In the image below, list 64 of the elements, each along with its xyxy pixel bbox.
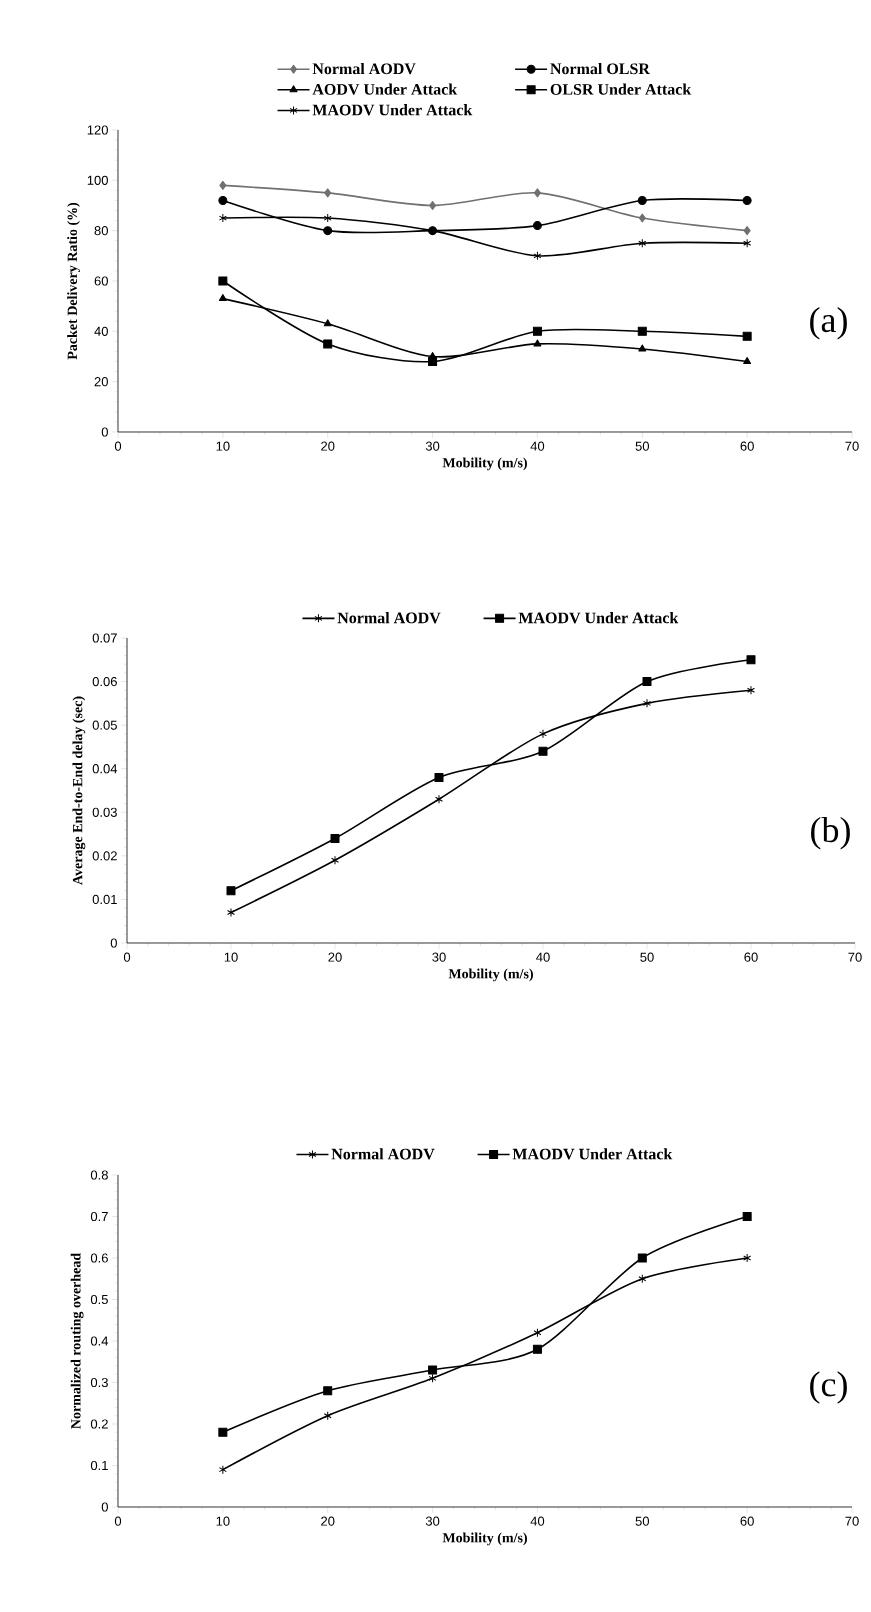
x-tick-label: 40	[530, 1516, 545, 1526]
y-tick-label: 20	[94, 377, 108, 387]
y-tick-label: 0.3	[90, 1377, 108, 1388]
x-axis-title: Mobility (m/s)	[442, 1532, 527, 1546]
y-tick-label: 0.4	[90, 1336, 109, 1346]
y-tick-label: 120	[87, 125, 108, 135]
legend-label: AODV Under Attack	[312, 83, 458, 95]
annotation: (b)	[811, 816, 850, 850]
y-tick-label: 0.02	[92, 851, 117, 861]
x-tick-label: 70	[845, 441, 859, 451]
legend-label: MAODV Under Attack	[312, 104, 473, 116]
x-tick-label: 50	[635, 441, 650, 451]
x-tick-label: 40	[530, 441, 545, 451]
y-tick-label: 0.01	[92, 894, 117, 905]
x-axis-title: Mobility (m/s)	[442, 457, 527, 471]
annotation: (c)	[810, 1371, 847, 1404]
legend-label: Normal AODV	[337, 612, 441, 624]
y-tick-label: 100	[87, 175, 108, 185]
y-tick-label: 0.1	[90, 1460, 108, 1471]
y-tick-label: 40	[94, 326, 108, 336]
legend-label: MAODV Under Attack	[512, 1148, 673, 1160]
legend-label: Normal AODV	[331, 1148, 435, 1160]
x-tick-label: 10	[216, 1516, 230, 1526]
y-tick-label: 0.05	[92, 720, 117, 730]
y-tick-label: 0.8	[90, 1170, 108, 1180]
y-axis-title: Normalized routing overhead	[70, 1253, 84, 1429]
legend-label: Normal OLSR	[550, 62, 651, 75]
y-tick-label: 0.07	[92, 633, 117, 643]
y-tick-label: 60	[94, 276, 108, 286]
x-tick-label: 30	[425, 1516, 440, 1526]
y-axis-title: Average End-to-End delay (sec)	[72, 696, 86, 885]
x-tick-label: 60	[740, 1516, 754, 1526]
x-tick-label: 30	[432, 952, 446, 962]
x-tick-label: 30	[425, 441, 440, 451]
y-tick-label: 0.06	[92, 676, 117, 687]
legend-label: Normal AODV	[312, 62, 416, 75]
x-tick-label: 20	[321, 1516, 335, 1526]
x-tick-label: 60	[740, 441, 754, 451]
x-tick-label: 10	[224, 952, 238, 962]
x-tick-label: 0	[123, 952, 131, 962]
x-tick-label: 10	[216, 441, 230, 451]
y-tick-label: 0.5	[90, 1294, 108, 1305]
x-axis-title: Mobility (m/s)	[448, 968, 533, 982]
y-tick-label: 0.04	[92, 764, 118, 774]
x-tick-label: 60	[744, 952, 758, 962]
y-tick-label: 0.7	[90, 1211, 108, 1222]
y-tick-label: 0.6	[90, 1253, 108, 1263]
x-tick-label: 20	[321, 441, 335, 451]
x-tick-label: 50	[635, 1516, 650, 1526]
x-tick-label: 50	[640, 952, 654, 962]
annotation: (a)	[810, 306, 847, 340]
x-tick-label: 70	[848, 952, 862, 962]
y-tick-label: 0	[101, 427, 108, 437]
y-axis-title: Packet Delivery Ratio (%)	[67, 202, 80, 360]
y-tick-label: 0.2	[90, 1419, 108, 1429]
legend-label: MAODV Under Attack	[518, 612, 679, 624]
y-tick-label: 0.03	[92, 807, 117, 817]
x-tick-label: 70	[845, 1516, 859, 1526]
y-tick-label: 0	[110, 938, 117, 948]
x-tick-label: 40	[536, 952, 550, 962]
x-tick-label: 20	[328, 952, 342, 962]
legend-label: OLSR Under Attack	[550, 83, 692, 95]
y-tick-label: 80	[94, 226, 108, 236]
y-tick-label: 0	[101, 1502, 108, 1512]
